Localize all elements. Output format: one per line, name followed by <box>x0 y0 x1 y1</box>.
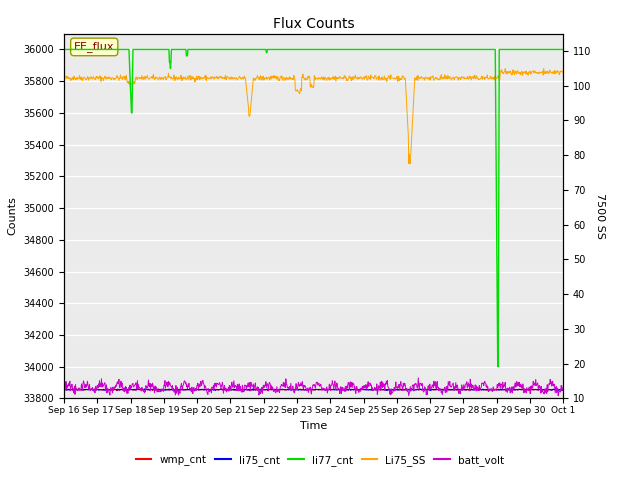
Title: Flux Counts: Flux Counts <box>273 17 355 31</box>
X-axis label: Time: Time <box>300 420 327 431</box>
Legend: wmp_cnt, li75_cnt, li77_cnt, Li75_SS, batt_volt: wmp_cnt, li75_cnt, li77_cnt, Li75_SS, ba… <box>131 451 509 470</box>
Y-axis label: Counts: Counts <box>8 197 18 235</box>
Y-axis label: 7500 SS: 7500 SS <box>595 193 605 239</box>
Text: EE_flux: EE_flux <box>74 41 115 52</box>
